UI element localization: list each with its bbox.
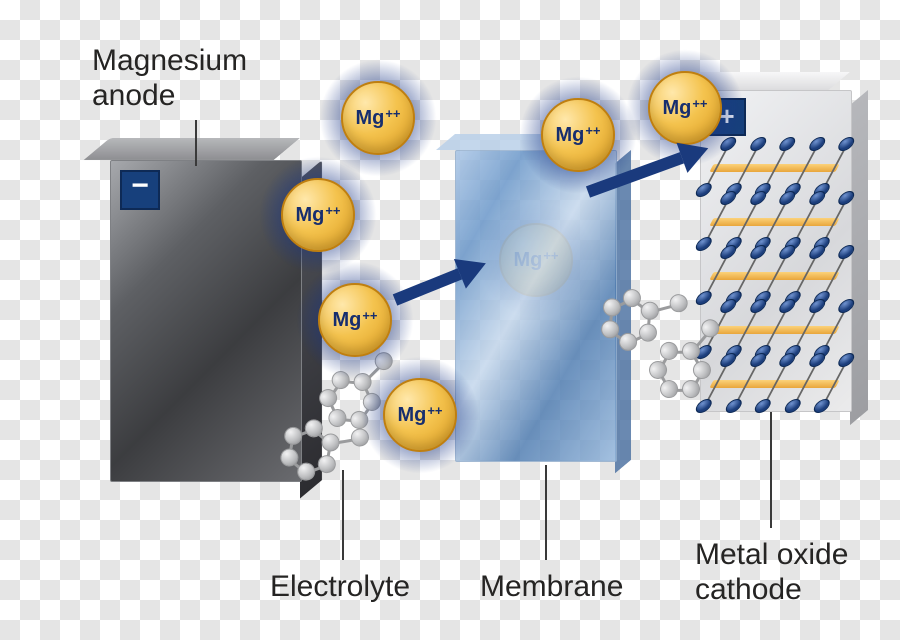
mg-ion: Mg++	[383, 378, 457, 452]
mg-ion: Mg++	[541, 98, 615, 172]
anode-polarity-badge: −	[120, 170, 160, 210]
anode-leader-line	[195, 120, 197, 166]
membrane-label: Membrane	[480, 570, 623, 605]
anode-label: Magnesiumanode	[92, 44, 247, 113]
mg-ion: Mg++	[341, 81, 415, 155]
mg-ion: Mg++	[648, 71, 722, 145]
cathode-label: Metal oxidecathode	[695, 538, 848, 607]
electrolyte-leader-line	[342, 470, 344, 560]
membrane-leader-line	[545, 465, 547, 560]
mg-ion: Mg++	[318, 283, 392, 357]
electrolyte-label: Electrolyte	[270, 570, 410, 605]
cathode-leader-line	[770, 412, 772, 528]
mg-ion: Mg++	[281, 178, 355, 252]
